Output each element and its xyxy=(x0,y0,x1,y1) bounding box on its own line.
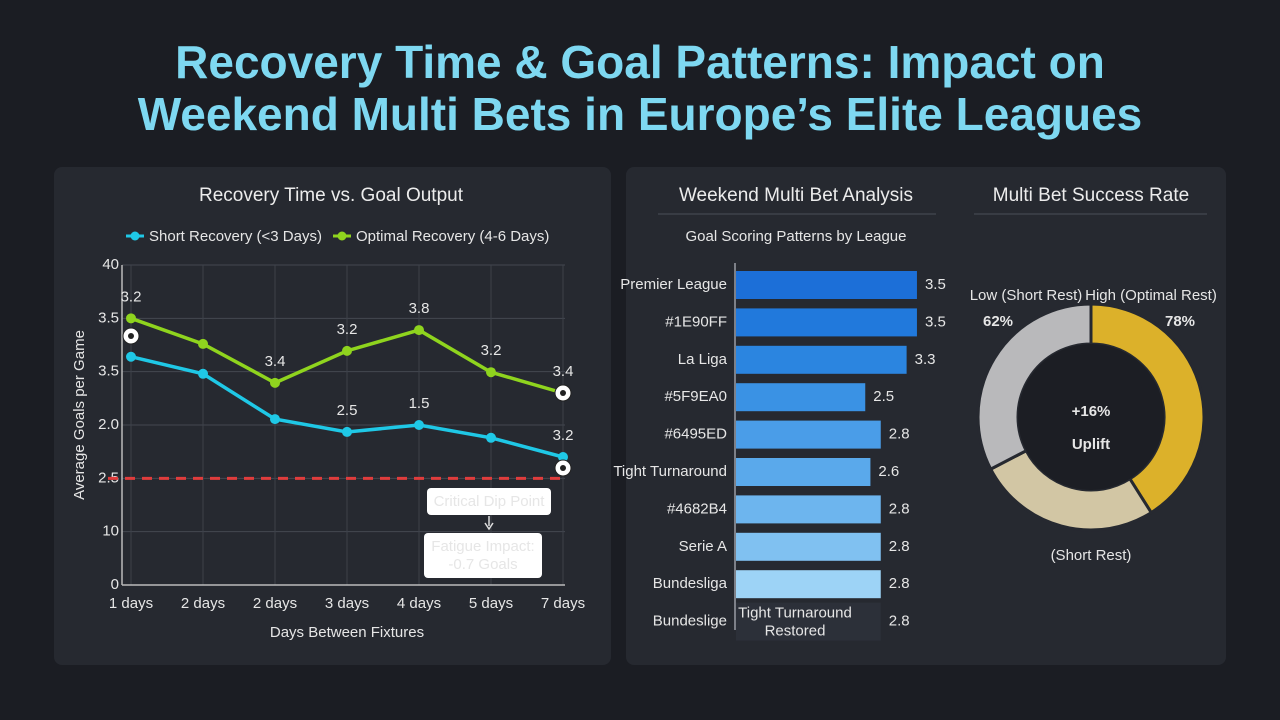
x-tick-label: 1 days xyxy=(109,595,153,612)
bar xyxy=(736,532,881,561)
value-label: 2.6 xyxy=(878,463,899,480)
bar xyxy=(736,308,917,337)
annotation: -0.7 Goals xyxy=(448,556,517,573)
main-title: Recovery Time & Goal Patterns: Impact on xyxy=(175,36,1105,88)
chart-title: Recovery Time vs. Goal Output xyxy=(199,185,464,206)
point-label: 2.5 xyxy=(337,402,358,419)
category-label: Serie A xyxy=(679,538,727,555)
ball-icon xyxy=(560,465,566,471)
bar xyxy=(736,570,881,599)
annotation-arrow xyxy=(484,522,494,531)
point-label: 3.2 xyxy=(481,342,502,359)
category-label: Premier League xyxy=(620,276,727,293)
x-axis-title: Days Between Fixtures xyxy=(270,624,424,641)
chart-subtitle: Goal Scoring Patterns by League xyxy=(686,228,907,245)
slice-value: 62% xyxy=(983,313,1013,330)
slice-value: 78% xyxy=(1165,313,1195,330)
annotation-box xyxy=(424,533,542,578)
annotation-box xyxy=(427,488,551,515)
x-tick-label: 5 days xyxy=(469,595,513,612)
x-tick-label: 7 days xyxy=(541,595,585,612)
data-point xyxy=(486,367,496,378)
point-label: 3.4 xyxy=(553,363,574,380)
slice-label: (Short Rest) xyxy=(1051,547,1132,564)
category-label: #5F9EA0 xyxy=(664,388,727,405)
value-label: 2.8 xyxy=(889,613,910,630)
bar xyxy=(736,420,881,449)
point-label: 3.2 xyxy=(337,321,358,338)
data-point xyxy=(414,420,424,430)
bar xyxy=(736,602,881,641)
legend-label: Optimal Recovery (4-6 Days) xyxy=(356,228,549,245)
ball-icon xyxy=(560,390,566,396)
value-label: 3.5 xyxy=(925,276,946,293)
data-point xyxy=(558,452,568,462)
value-label: 3.5 xyxy=(925,313,946,330)
data-point xyxy=(126,313,136,324)
bar-annotation: Tight Turnaround xyxy=(738,605,852,622)
legend-label: Short Recovery (<3 Days) xyxy=(149,228,322,245)
annotation: Critical Dip Point xyxy=(434,493,546,510)
value-label: 2.5 xyxy=(873,388,894,405)
point-label: 3.4 xyxy=(265,353,286,370)
point-label: 3.8 xyxy=(409,300,430,317)
value-label: 2.8 xyxy=(889,500,910,517)
chart-title: Weekend Multi Bet Analysis xyxy=(679,185,913,206)
value-label: 2.8 xyxy=(889,538,910,555)
data-point xyxy=(342,426,352,437)
y-tick-label: 40 xyxy=(102,256,119,273)
x-tick-label: 3 days xyxy=(325,595,369,612)
data-point xyxy=(486,432,496,443)
data-point xyxy=(198,368,208,379)
point-label: 3.2 xyxy=(553,427,574,444)
main-title: Weekend Multi Bets in Europe’s Elite Lea… xyxy=(138,88,1143,140)
data-point xyxy=(414,325,424,336)
slice-label: High (Optimal Rest) xyxy=(1085,287,1217,304)
y-tick-label: 10 xyxy=(102,523,119,540)
category-label: Tight Turnaround xyxy=(613,463,727,480)
value-label: 3.3 xyxy=(915,351,936,368)
data-point xyxy=(270,414,280,425)
y-tick-label: 0 xyxy=(111,576,119,593)
bar xyxy=(736,458,871,486)
data-point xyxy=(342,345,352,356)
slice-label: Low (Short Rest) xyxy=(970,287,1083,304)
category-label: #6495ED xyxy=(664,426,727,443)
y-tick-label: 3.5 xyxy=(98,309,119,326)
y-tick-label: 3.5 xyxy=(98,363,119,380)
category-label: #1E90FF xyxy=(665,313,727,330)
x-tick-label: 4 days xyxy=(397,595,441,612)
bar xyxy=(736,383,866,412)
donut-hole xyxy=(1018,344,1164,490)
chart-title: Multi Bet Success Rate xyxy=(993,185,1189,206)
center-value: +16% xyxy=(1072,403,1111,420)
x-tick-label: 2 days xyxy=(253,595,297,612)
bar xyxy=(736,345,907,374)
data-point xyxy=(198,338,208,349)
bar-annotation: Restored xyxy=(765,623,826,640)
bar xyxy=(736,495,881,524)
category-label: #4682B4 xyxy=(667,500,727,517)
ball-icon xyxy=(128,333,134,339)
y-tick-label: 2.0 xyxy=(98,416,119,433)
value-label: 2.8 xyxy=(889,426,910,443)
y-axis-title: Average Goals per Game xyxy=(71,330,88,500)
bar xyxy=(736,271,917,299)
legend-dot xyxy=(130,231,140,241)
category-label: Bundeslige xyxy=(653,613,727,630)
charts: Recovery Time vs. Goal Output Short Recov… xyxy=(71,185,1217,641)
category-label: Bundesliga xyxy=(653,575,728,592)
category-label: La Liga xyxy=(678,351,728,368)
data-point xyxy=(270,377,280,388)
annotation: Fatigue Impact: xyxy=(431,538,534,555)
x-tick-label: 2 days xyxy=(181,595,225,612)
center-label: Uplift xyxy=(1072,436,1110,453)
point-label: 1.5 xyxy=(409,395,430,412)
legend-dot xyxy=(337,231,347,241)
data-point xyxy=(126,351,136,362)
value-label: 2.8 xyxy=(889,575,910,592)
point-label: 3.2 xyxy=(121,288,142,305)
